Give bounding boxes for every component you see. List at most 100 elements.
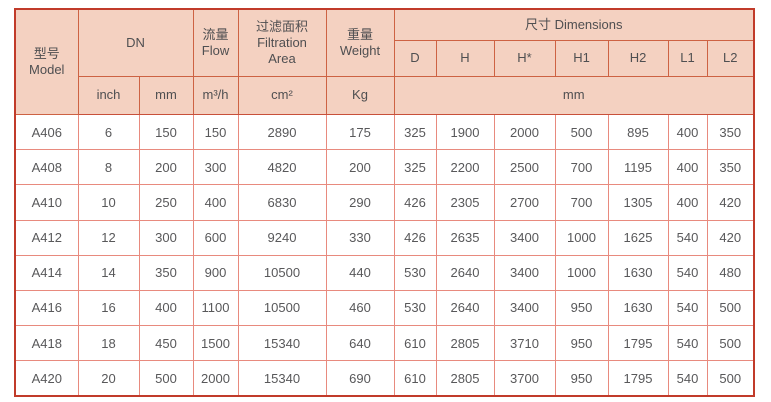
table-cell: 3400 (493, 254, 556, 291)
table-cell: 2000 (493, 114, 556, 151)
table-cell: 14 (77, 254, 140, 291)
table-cell: 420 (706, 184, 755, 221)
unit-header-mm: mm (138, 75, 194, 116)
table-cell: 300 (138, 219, 194, 256)
table-cell: 3400 (493, 289, 556, 327)
table-cell: 2640 (435, 289, 495, 327)
unit-header-flow: m³/h (192, 75, 239, 116)
table-row-a412: A412 12 300 600 9240 330 426 2635 3400 1… (14, 219, 755, 256)
model-cell: A414 (14, 254, 79, 291)
column-header-d: D (393, 39, 437, 77)
table-cell: 3400 (493, 219, 556, 256)
table-cell: 500 (706, 360, 755, 397)
header-row-dimension-columns: D H H* H1 H2 L1 L2 (15, 39, 755, 77)
table-cell: 10500 (237, 254, 327, 291)
table-row-a410: A410 10 250 400 6830 290 426 2305 2700 7… (14, 184, 755, 221)
table-cell: 500 (706, 289, 755, 327)
table-cell: 12 (77, 219, 140, 256)
column-header-filtration-area: 过滤面积 Filtration Area (237, 8, 327, 77)
table-cell: 600 (192, 219, 239, 256)
table-cell: 175 (325, 114, 395, 151)
table-cell: 690 (325, 360, 395, 397)
table-cell: 450 (138, 325, 194, 362)
table-cell: 700 (554, 184, 609, 221)
table-cell: 2890 (237, 114, 327, 151)
table-cell: 150 (192, 114, 239, 151)
table-row-a408: A408 8 200 300 4820 200 325 2200 2500 70… (14, 149, 755, 186)
table-cell: 325 (393, 114, 437, 151)
column-header-h: H (435, 39, 495, 77)
table-cell: 18 (77, 325, 140, 362)
table-cell: 500 (554, 114, 609, 151)
table-cell: 1500 (192, 325, 239, 362)
table-cell: 6 (77, 114, 140, 151)
table-cell: 950 (554, 289, 609, 327)
table-cell: 540 (667, 219, 708, 256)
table-cell: 200 (138, 149, 194, 186)
table-cell: 640 (325, 325, 395, 362)
table-cell: 350 (706, 149, 755, 186)
model-cell: A412 (14, 219, 79, 256)
table-cell: 540 (667, 325, 708, 362)
table-cell: 950 (554, 360, 609, 397)
table-cell: 900 (192, 254, 239, 291)
table-cell: 150 (138, 114, 194, 151)
column-header-h1: H1 (554, 39, 609, 77)
table-cell: 16 (77, 289, 140, 327)
table-cell: 2500 (493, 149, 556, 186)
column-header-l1: L1 (667, 39, 708, 77)
table-cell: 10 (77, 184, 140, 221)
model-cell: A406 (14, 114, 79, 151)
table-cell: 2640 (435, 254, 495, 291)
column-header-l2: L2 (706, 39, 755, 77)
table-cell: 1000 (554, 254, 609, 291)
model-cell: A410 (14, 184, 79, 221)
column-header-h2: H2 (607, 39, 669, 77)
table-cell: 2305 (435, 184, 495, 221)
table-cell: 530 (393, 254, 437, 291)
table-cell: 1900 (435, 114, 495, 151)
table-cell: 480 (706, 254, 755, 291)
table-cell: 610 (393, 325, 437, 362)
column-header-weight: 重量 Weight (325, 8, 395, 77)
column-header-dimensions: 尺寸 Dimensions (393, 8, 755, 41)
table-cell: 1195 (607, 149, 669, 186)
unit-header-inch: inch (77, 75, 140, 116)
filter-spec-table: 型号 Model DN 流量 Flow 过滤面积 Filtration Area… (14, 8, 755, 397)
table-cell: 460 (325, 289, 395, 327)
unit-header-dimensions-mm: mm (393, 75, 755, 116)
table-row-a414: A414 14 350 900 10500 440 530 2640 3400 … (14, 254, 755, 291)
table-cell: 8 (77, 149, 140, 186)
table-cell: 15340 (237, 325, 327, 362)
table-cell: 1630 (607, 254, 669, 291)
table-cell: 350 (706, 114, 755, 151)
table-cell: 1630 (607, 289, 669, 327)
table-cell: 3700 (493, 360, 556, 397)
table-cell: 540 (667, 360, 708, 397)
table-cell: 2805 (435, 360, 495, 397)
table-cell: 950 (554, 325, 609, 362)
table-cell: 3710 (493, 325, 556, 362)
table-cell: 15340 (237, 360, 327, 397)
table-cell: 1625 (607, 219, 669, 256)
table-cell: 400 (192, 184, 239, 221)
table-cell: 2805 (435, 325, 495, 362)
table-cell: 2000 (192, 360, 239, 397)
table-cell: 250 (138, 184, 194, 221)
table-cell: 610 (393, 360, 437, 397)
table-row-a416: A416 16 400 1100 10500 460 530 2640 3400… (14, 289, 755, 327)
table-cell: 500 (706, 325, 755, 362)
table-cell: 440 (325, 254, 395, 291)
model-cell: A420 (14, 360, 79, 397)
table-row-a406: A406 6 150 150 2890 175 325 1900 2000 50… (14, 114, 755, 151)
unit-header-area: cm² (237, 75, 327, 116)
model-cell: A418 (14, 325, 79, 362)
table-cell: 426 (393, 219, 437, 256)
table-cell: 6830 (237, 184, 327, 221)
column-header-dn: DN (77, 8, 194, 77)
table-cell: 330 (325, 219, 395, 256)
table-cell: 1000 (554, 219, 609, 256)
table-cell: 300 (192, 149, 239, 186)
table-cell: 200 (325, 149, 395, 186)
